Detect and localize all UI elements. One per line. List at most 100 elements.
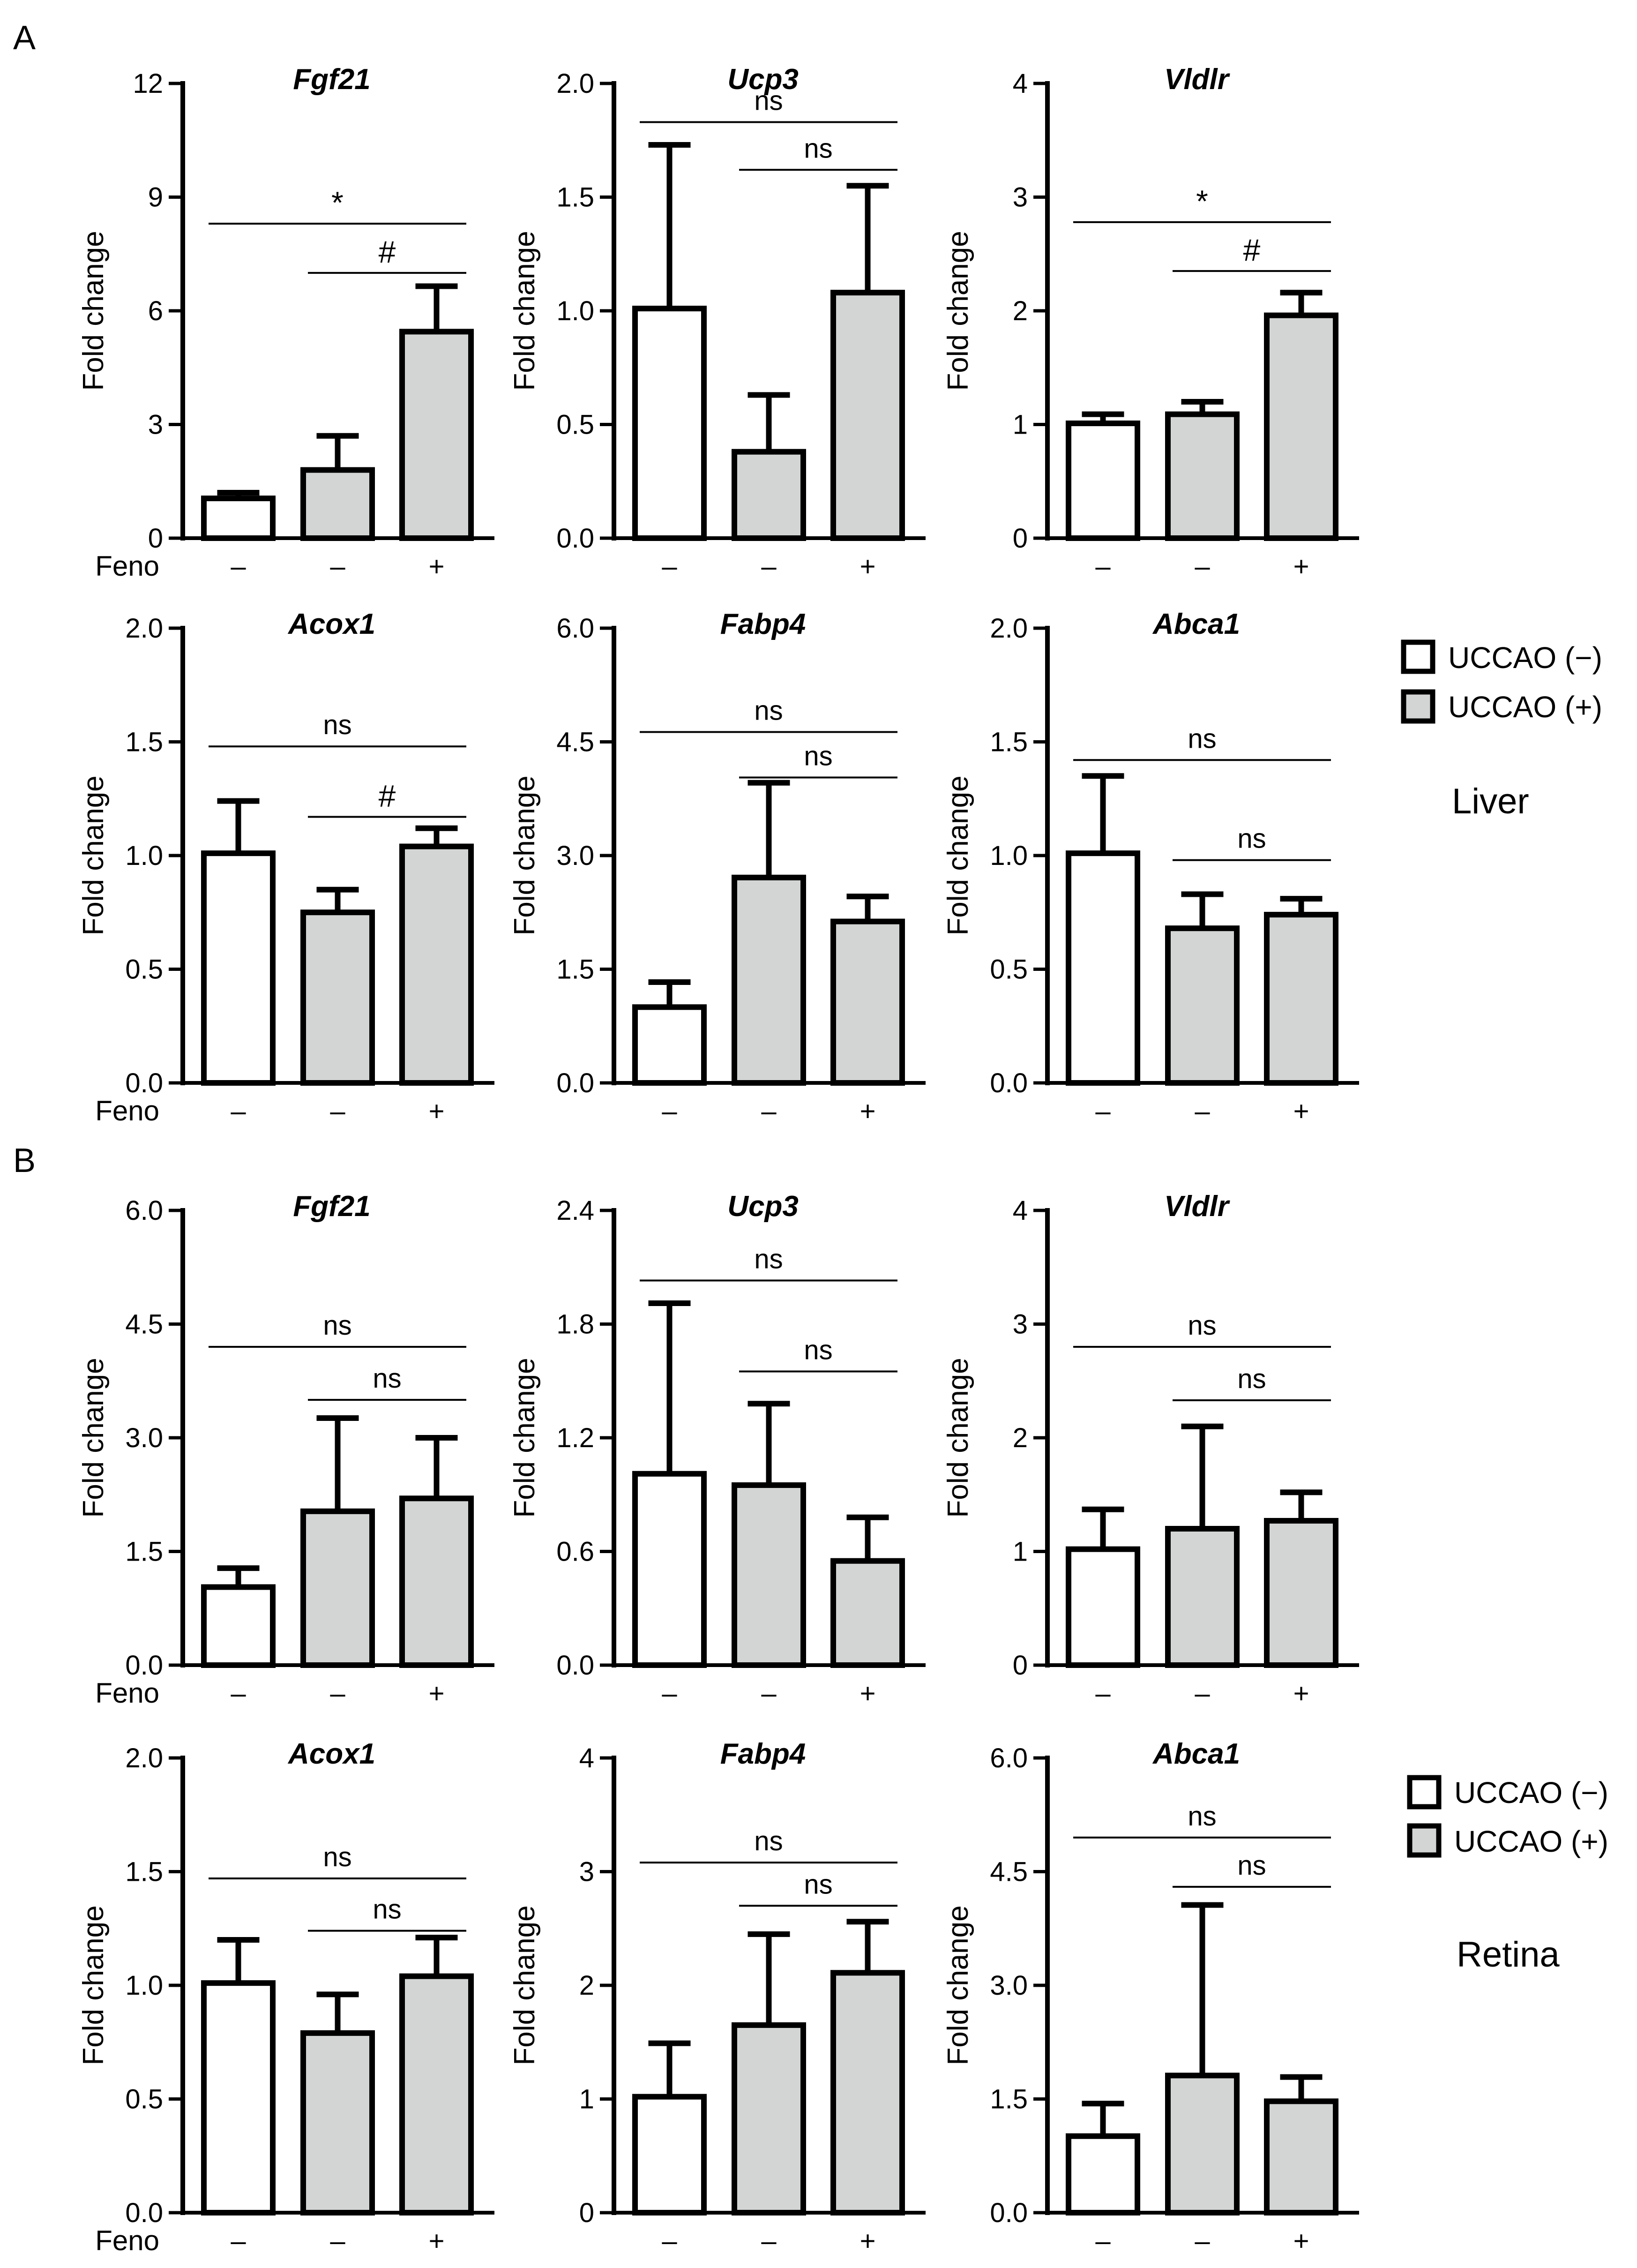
significance-label: ns [1188,1801,1216,1832]
y-tick-label: 1.0 [125,1970,163,2001]
bar [1165,411,1240,541]
bar [830,1970,905,2216]
bar [1165,1526,1240,1668]
feno-indicator: + [860,1678,876,1709]
legend-swatch-uccao-neg [1401,639,1435,674]
feno-indicator: – [1195,551,1210,582]
y-axis-label: Fold change [508,231,541,391]
bar [300,1508,375,1668]
feno-row-label: Feno [95,1677,159,1709]
y-tick-label: 12 [133,68,163,99]
feno-indicator: – [231,551,246,582]
bar [732,449,806,541]
y-tick-label: 0 [579,2198,594,2228]
y-tick-label: 0 [1013,1650,1028,1681]
y-axis-label: Fold change [942,231,974,391]
chart-title: Acox1 [287,608,375,640]
y-tick-label: 1 [1013,410,1028,440]
y-tick-label: 1.5 [556,182,594,213]
bar [830,290,905,541]
significance-label: ns [373,1363,401,1394]
y-tick-label: 0.0 [990,1068,1028,1098]
significance-label: # [1243,233,1261,267]
chart-title: Fgf21 [293,63,370,96]
bar [201,1584,276,1668]
feno-indicator: – [330,1096,345,1126]
feno-indicator: + [1293,2226,1309,2256]
y-tick-label: 1.0 [125,841,163,871]
significance-label: * [1196,184,1208,218]
y-axis-label: Fold change [508,775,541,935]
y-tick-label: 2.0 [556,68,594,99]
significance-label: ns [323,1310,351,1341]
feno-indicator: – [330,1678,345,1709]
y-tick-label: 0.5 [125,954,163,985]
y-tick-label: 4.5 [125,1309,163,1340]
chart-title: Vldlr [1164,1190,1230,1223]
feno-row-label: Feno [95,1095,159,1126]
y-axis-label: Fold change [942,1905,974,2065]
y-tick-label: 1.5 [125,1537,163,1567]
bar [1066,1546,1140,1668]
y-tick-label: 6.0 [556,613,594,644]
y-axis-label: Fold change [77,775,110,935]
bar [300,909,375,1086]
y-tick-label: 0.0 [556,1650,594,1681]
legend-liver: UCCAO (−) UCCAO (+) Liver [1401,639,1602,821]
y-tick-label: 4 [1013,1195,1028,1226]
legend-swatch-uccao-neg [1407,1775,1442,1810]
feno-indicator: + [860,1096,876,1126]
bar [732,874,806,1086]
y-tick-label: 0 [148,523,163,554]
y-tick-label: 1 [579,2084,594,2115]
feno-indicator: – [761,1096,777,1126]
legend-swatch-uccao-pos [1407,1823,1442,1858]
y-tick-label: 2.0 [125,1743,163,1773]
feno-indicator: – [330,2226,345,2256]
chart-liver-vldlr: Vldlr Fold change 0 1 2 3 4 * # – – + [942,63,1359,582]
significance-label: ns [323,1842,351,1872]
chart-title: Abca1 [1152,1738,1240,1770]
panel-label-a: A [13,19,36,57]
chart-title: Fabp4 [720,1738,806,1770]
feno-indicator: + [1293,1096,1309,1126]
legend-label-uccao-neg: UCCAO (−) [1448,641,1602,675]
y-tick-label: 0.5 [125,2084,163,2115]
significance-label: ns [804,1869,832,1900]
y-tick-label: 0.5 [556,410,594,440]
feno-indicator: – [231,2226,246,2256]
y-tick-label: 0.0 [556,523,594,554]
feno-indicator: – [1095,1678,1111,1709]
bar [732,1482,806,1668]
feno-indicator: – [231,1096,246,1126]
y-tick-label: 0.5 [990,954,1028,985]
significance-label: ns [804,133,832,164]
bar [732,2022,806,2215]
significance-label: ns [1188,1310,1216,1341]
y-tick-label: 3.0 [990,1970,1028,2001]
feno-indicator: – [1095,551,1111,582]
y-axis-label: Fold change [77,1905,110,2065]
y-tick-label: 0 [1013,523,1028,554]
chart-title: Acox1 [287,1738,375,1770]
bar [1264,912,1338,1086]
y-tick-label: 6.0 [990,1743,1028,1773]
chart-title: Abca1 [1152,608,1240,640]
y-tick-label: 3 [148,410,163,440]
chart-liver-acox1: Acox1 Fold change 0.0 0.5 1.0 1.5 2.0 ns # Feno – –… [77,608,494,1126]
y-tick-label: 1.5 [556,954,594,985]
y-tick-label: 3.0 [556,841,594,871]
bar [632,1471,707,1668]
bar [632,1004,707,1086]
feno-indicator: + [860,2226,876,2256]
feno-indicator: – [231,1678,246,1709]
y-axis-label: Fold change [508,1905,541,2065]
significance-label: ns [754,1826,783,1856]
significance-label: ns [1237,1364,1266,1394]
y-tick-label: 0.0 [556,1068,594,1098]
bar [830,1558,905,1668]
significance-label: # [379,779,396,813]
